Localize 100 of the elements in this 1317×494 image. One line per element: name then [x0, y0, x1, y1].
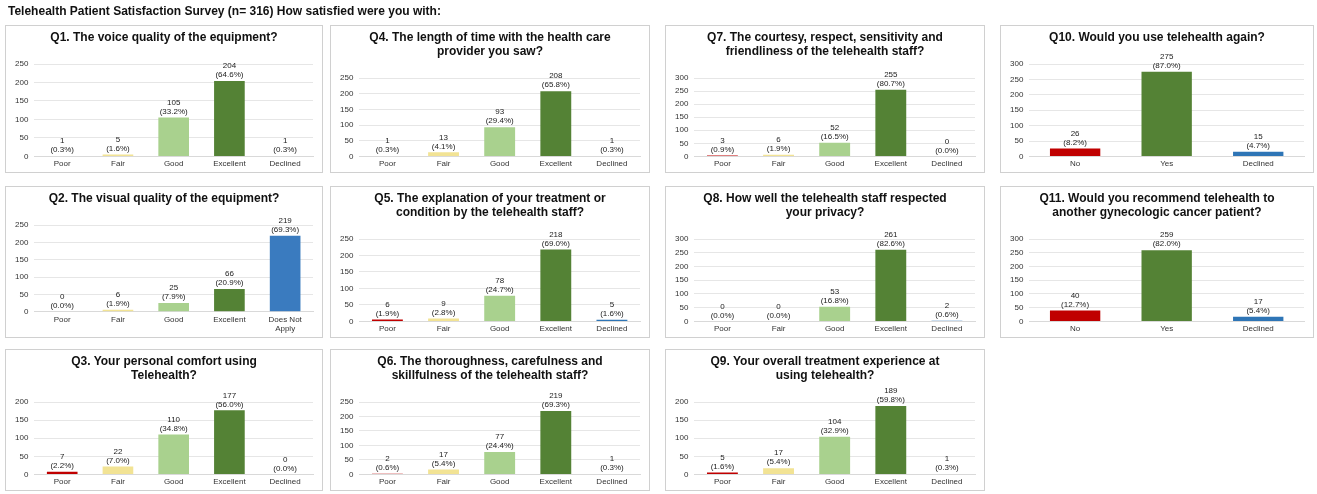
data-label: 7 (2.2%)	[50, 452, 75, 471]
y-tick-label: 50	[19, 289, 29, 299]
y-tick-label: 300	[1009, 59, 1024, 69]
x-tick-label: Declined	[931, 159, 963, 169]
y-tick-label: 200	[14, 397, 29, 407]
data-label: 218 (69.0%)	[541, 229, 571, 248]
data-label: 1 (0.3%)	[273, 136, 298, 155]
x-tick-label: Excellent	[874, 477, 908, 487]
y-tick-label: 0	[23, 307, 29, 316]
x-tick-label: Excellent	[874, 159, 908, 169]
x-tick-label: Fair	[771, 477, 786, 487]
x-tick-label: Good	[489, 477, 510, 487]
data-label: 219 (69.3%)	[271, 215, 300, 234]
bar	[428, 469, 459, 474]
y-tick-label: 100	[339, 440, 354, 450]
data-label: 77 (24.4%)	[485, 432, 515, 451]
y-tick-label: 200	[339, 411, 354, 421]
y-tick-label: 200	[339, 88, 354, 98]
x-tick-label: Poor	[378, 159, 397, 169]
bar	[484, 295, 516, 321]
bar	[102, 466, 134, 474]
x-tick-label: Fair	[436, 324, 451, 334]
bar	[158, 434, 189, 474]
x-tick-label: Fair	[436, 159, 451, 169]
bar	[46, 471, 78, 474]
y-tick-label: 200	[1009, 90, 1024, 99]
y-tick-label: 0	[348, 151, 354, 161]
x-tick-label: Good	[489, 324, 510, 334]
bar	[484, 127, 516, 156]
x-tick-label: Excellent	[213, 314, 247, 324]
bar	[875, 405, 907, 474]
data-label: 15 (4.7%)	[1246, 131, 1271, 150]
x-tick-label: Good	[824, 477, 845, 487]
data-label: 0 (0.0%)	[273, 454, 298, 473]
x-tick-label: Yes	[1160, 324, 1174, 334]
x-tick-label: Declined	[1242, 324, 1274, 334]
y-tick-label: 100	[1009, 120, 1024, 130]
y-tick-label: 300	[1009, 234, 1024, 244]
y-tick-label: 0	[1018, 316, 1024, 326]
bar	[540, 410, 572, 474]
data-label: 17 (5.4%)	[431, 449, 456, 468]
data-label: 6 (1.9%)	[766, 135, 791, 154]
x-tick-label: Excellent	[874, 324, 908, 334]
bar	[214, 410, 245, 474]
x-tick-label: Declined	[596, 477, 628, 487]
data-label: 1 (0.3%)	[375, 136, 400, 155]
y-tick-label: 250	[674, 86, 689, 96]
x-tick-label: Fair	[111, 159, 126, 169]
x-tick-label: Good	[824, 159, 845, 169]
data-label: 9 (2.8%)	[431, 298, 456, 317]
y-tick-label: 250	[1009, 247, 1024, 257]
chart-title: Q7. The courtesy, respect, sensitivity and friendliness of the telehealth staff?	[706, 29, 944, 58]
data-label: 25 (7.9%)	[161, 283, 186, 302]
y-tick-label: 250	[339, 73, 354, 83]
x-tick-label: Poor	[713, 159, 732, 169]
y-tick-label: 50	[679, 302, 689, 312]
data-label: 13 (4.1%)	[431, 132, 456, 151]
y-tick-label: 150	[674, 415, 689, 425]
y-tick-label: 200	[674, 397, 689, 407]
y-tick-label: 300	[674, 73, 689, 83]
chart-title: Q3. Your personal comfort using Telehealth?	[70, 353, 258, 382]
x-tick-label: Poor	[378, 477, 397, 487]
y-tick-label: 100	[339, 283, 354, 293]
data-label: 5 (1.6%)	[710, 452, 735, 471]
y-tick-label: 150	[1009, 275, 1024, 285]
y-tick-label: 150	[339, 104, 354, 114]
chart-title: Q4. The length of time with the health care provider you saw?	[368, 29, 612, 58]
x-tick-label: Poor	[378, 324, 397, 334]
y-tick-label: 50	[344, 135, 354, 145]
y-tick-label: 250	[339, 234, 354, 244]
x-tick-label: Yes	[1160, 159, 1174, 169]
y-tick-label: 250	[1009, 74, 1024, 84]
chart-title: Q2. The visual quality of the equipment?	[47, 190, 281, 205]
bar	[875, 249, 907, 321]
bar	[763, 468, 794, 474]
bar	[819, 306, 851, 321]
bar	[819, 142, 851, 156]
x-tick-label: Fair	[436, 477, 451, 487]
y-tick-label: 0	[683, 469, 689, 479]
data-label: 0 (0.0%)	[50, 292, 75, 310]
x-tick-label: Fair	[111, 314, 126, 324]
x-tick-label: Poor	[53, 477, 71, 487]
x-tick-label: Declined	[269, 159, 301, 169]
y-tick-label: 100	[674, 433, 689, 443]
data-label: 26 (8.2%)	[1063, 128, 1088, 147]
data-label: 3 (0.9%)	[710, 135, 735, 154]
x-tick-label: Excellent	[213, 159, 247, 169]
y-tick-label: 150	[674, 112, 689, 122]
data-label: 261 (82.6%)	[876, 229, 906, 248]
data-label: 40 (12.7%)	[1061, 290, 1090, 309]
data-label: 1 (0.3%)	[935, 454, 960, 473]
y-tick-label: 50	[1014, 302, 1024, 312]
y-tick-label: 50	[344, 300, 354, 310]
y-tick-label: 200	[1009, 261, 1024, 271]
bar	[1049, 310, 1101, 321]
y-tick-label: 0	[23, 469, 29, 479]
y-tick-label: 150	[14, 415, 29, 425]
chart-title: Q10. Would you use telehealth again?	[1048, 29, 1266, 44]
data-label: 1 (0.3%)	[50, 136, 75, 155]
y-tick-label: 150	[674, 275, 689, 285]
